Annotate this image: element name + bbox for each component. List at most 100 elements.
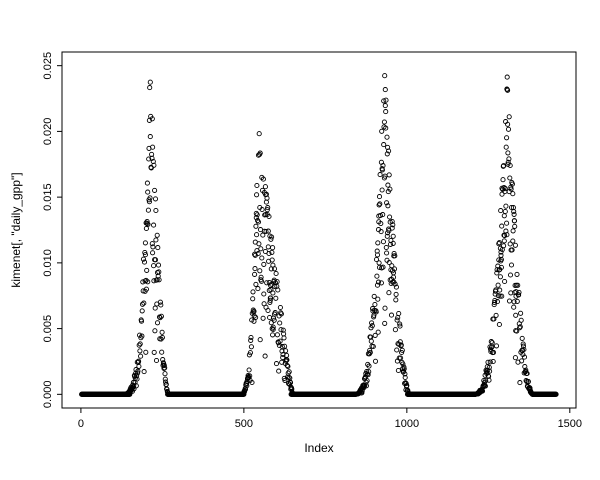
y-tick-label: 0.020 [42,118,54,146]
data-point [243,380,250,387]
data-point [256,131,262,137]
data-point [153,237,159,243]
data-point [281,335,287,341]
data-point [375,240,381,246]
data-point [141,259,148,265]
data-point [507,162,513,169]
data-point [372,301,378,308]
data-point [280,352,286,358]
data-point [397,321,403,327]
data-point [161,362,167,368]
data-point [499,223,505,229]
data-point [373,309,379,315]
data-point [514,328,520,334]
data-point [505,87,511,93]
data-point [138,318,145,324]
data-point [391,250,397,257]
data-point [488,339,494,345]
data-point [258,278,265,284]
data-point [383,244,389,251]
data-point [501,238,507,244]
data-point [520,351,526,358]
data-point [158,313,164,319]
data-point [390,222,396,228]
data-point [264,207,270,213]
data-point [159,349,165,355]
data-point [159,334,165,341]
data-point [384,233,390,239]
data-point [501,243,507,249]
data-point [489,340,495,346]
data-point [253,281,259,287]
data-point [155,262,162,268]
data-point [525,379,531,385]
data-point [256,241,262,247]
data-point [385,182,391,188]
data-point [139,301,146,307]
data-point [144,220,150,226]
data-point [514,298,520,304]
data-point [393,291,399,297]
data-point [374,273,380,279]
data-point [152,305,158,311]
data-point [513,312,519,318]
data-point [386,172,392,178]
data-point [257,337,263,343]
data-point [144,180,150,186]
data-point [374,252,381,258]
data-point [273,361,280,367]
data-point [144,267,150,273]
data-point [491,299,498,306]
data-point [254,232,260,238]
data-point [392,253,398,259]
data-point [141,369,147,375]
data-point [162,376,168,382]
data-point [379,128,385,134]
data-point [511,299,517,305]
data-point [285,363,291,369]
data-point [366,363,372,369]
data-point [271,266,278,272]
data-point [163,379,169,385]
data-point [147,195,153,201]
data-point [139,308,145,314]
data-point [277,304,283,311]
data-point [494,267,500,273]
data-point [518,310,524,316]
data-point [518,317,524,323]
data-point [150,250,156,256]
data-point [280,354,286,361]
data-point [509,181,515,187]
data-point [502,278,508,285]
data-point [152,196,159,202]
data-point [145,207,151,213]
data-point [498,264,504,270]
data-point [150,244,156,250]
data-point [258,246,264,252]
data-point [509,247,515,253]
data-point [364,378,370,384]
data-point [375,279,382,285]
data-point [269,257,275,263]
data-point [398,355,404,361]
data-point [133,383,139,389]
data-point [400,361,406,367]
data-point [161,365,167,371]
data-point [271,277,277,283]
data-point [389,218,395,225]
data-point [500,177,506,183]
data-point [514,271,520,277]
data-point [504,135,510,141]
data-point [394,317,400,323]
data-point [162,365,168,371]
data-point [521,354,528,360]
data-point [505,126,512,132]
data-point [139,333,145,339]
data-point [381,98,387,104]
data-point [516,289,522,295]
data-point [147,134,153,140]
data-point [247,350,253,356]
data-point [138,353,144,359]
data-point [259,255,265,261]
y-tick-label: 0.010 [42,249,54,277]
